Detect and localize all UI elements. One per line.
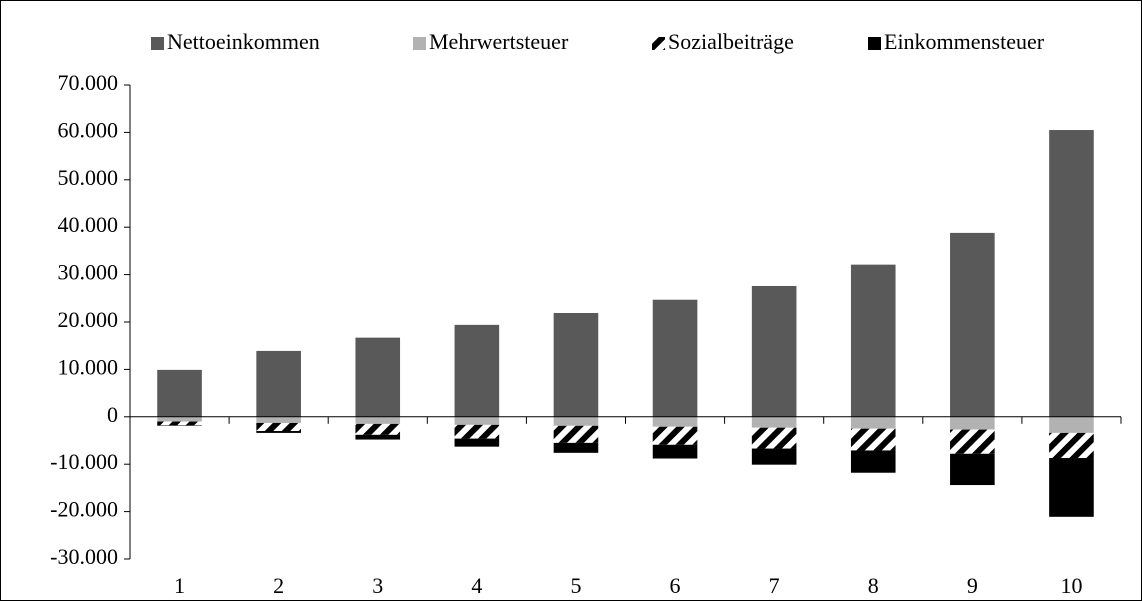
legend-swatch (413, 37, 426, 50)
legend-swatch (652, 37, 665, 50)
x-tick-label: 8 (868, 573, 879, 598)
legend-label: Sozialbeiträge (668, 29, 794, 54)
bar-segment (751, 448, 797, 465)
y-tick-label: -30.000 (50, 544, 118, 569)
legend-label: Einkommensteuer (884, 29, 1045, 54)
bar-segment (652, 299, 698, 417)
y-tick-label: 50.000 (58, 165, 119, 190)
bar-segment (652, 426, 698, 445)
bar-segment (850, 450, 896, 473)
bar-segment (454, 438, 500, 447)
bar-segment (355, 337, 401, 417)
y-tick-label: 20.000 (58, 307, 119, 332)
bar-segment (950, 453, 995, 486)
x-tick-label: 10 (1060, 573, 1082, 598)
y-tick-label: 0 (107, 402, 118, 427)
bar-segment (157, 369, 202, 417)
y-tick-label: 60.000 (58, 117, 119, 142)
bar-segment (553, 416, 599, 426)
y-tick-label: 40.000 (58, 212, 119, 237)
y-tick-label: -20.000 (50, 497, 118, 522)
bar-segment (950, 232, 995, 417)
bar-segment (751, 285, 797, 417)
bar-segment (850, 428, 896, 451)
y-tick-label: 70.000 (58, 70, 119, 95)
legend-label: Nettoeinkommen (167, 29, 320, 54)
bar-segment (157, 416, 202, 422)
x-tick-label: 2 (273, 573, 284, 598)
legend-swatch (868, 37, 881, 50)
bar-segment (950, 416, 995, 430)
bar-segment (157, 421, 202, 426)
bar-segment (1049, 416, 1094, 433)
y-tick-label: 30.000 (58, 260, 119, 285)
bar-segment (355, 434, 401, 440)
bar-segment (553, 425, 599, 443)
bar-segment (256, 422, 301, 432)
bar-segment (850, 416, 896, 429)
bar-segment (751, 427, 797, 449)
x-tick-label: 3 (372, 573, 383, 598)
bar-segment (553, 312, 599, 417)
x-tick-label: 1 (174, 573, 185, 598)
bar-segment (454, 424, 500, 439)
x-tick-label: 5 (570, 573, 581, 598)
bar-segment (850, 264, 896, 417)
bar-segment (256, 431, 301, 433)
bar-segment (454, 324, 500, 417)
y-tick-label: 10.000 (58, 354, 119, 379)
bar-segment (454, 416, 500, 425)
x-tick-label: 4 (471, 573, 482, 598)
x-tick-label: 7 (769, 573, 780, 598)
bar-segment (652, 444, 698, 459)
y-tick-label: -10.000 (50, 449, 118, 474)
legend-label: Mehrwertsteuer (429, 29, 569, 54)
bar-segment (1049, 432, 1094, 459)
bar-segment (1049, 130, 1094, 417)
bar-segment (355, 423, 401, 435)
x-tick-label: 6 (670, 573, 681, 598)
bar-segment (256, 416, 301, 423)
legend-swatch (151, 37, 164, 50)
bar-segment (1049, 458, 1094, 517)
x-tick-label: 9 (967, 573, 978, 598)
bar-segment (355, 416, 401, 424)
bar-segment (950, 429, 995, 454)
bar-segment (256, 350, 301, 417)
bar-segment (751, 416, 797, 428)
bar-segment (553, 442, 599, 453)
bar-segment (652, 416, 698, 427)
